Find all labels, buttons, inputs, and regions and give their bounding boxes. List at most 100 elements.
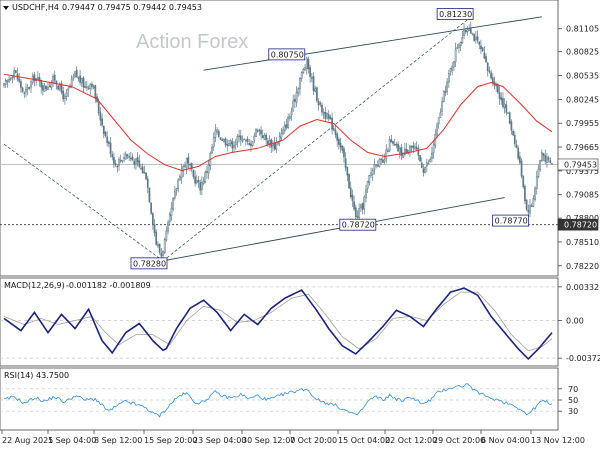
candle-body (236, 136, 239, 143)
candle-body (461, 36, 464, 44)
candle-body (140, 167, 142, 170)
x-tick-label: 15 Oct 04:00 (338, 436, 390, 445)
candle-body (255, 129, 257, 137)
candle-body (67, 88, 70, 92)
candle-body (212, 137, 215, 147)
macd-signal-line (3, 291, 553, 352)
candle-body (344, 158, 347, 169)
x-tick-label: 15 Sep 20:00 (144, 436, 197, 445)
candle-body (360, 204, 362, 208)
candle-body (217, 130, 220, 137)
price-label-box (339, 218, 377, 231)
candle-body (513, 134, 516, 144)
candle-body (419, 155, 421, 162)
candle-body (541, 152, 543, 162)
price-y-tick-label: 0.78800 (566, 214, 599, 223)
candle-body (535, 176, 538, 190)
candle-body (520, 160, 523, 177)
x-tick-label: 13 Nov 12:00 (531, 436, 585, 445)
candle-body (512, 130, 514, 136)
candle-body (380, 158, 383, 161)
macd-y-tick-label: 0.00 (566, 316, 584, 325)
candle-body (216, 129, 218, 133)
candle-body (256, 130, 259, 132)
candle-body (542, 153, 545, 156)
candle-body (106, 136, 109, 143)
candle-body (133, 160, 136, 165)
candle-body (111, 154, 114, 158)
candle-body (309, 67, 311, 77)
candle-body (290, 111, 293, 116)
candle-body (108, 141, 110, 144)
macd-y-tick-label: -0.003723 (566, 354, 600, 363)
candle-body (508, 112, 511, 124)
candle-body (409, 145, 411, 153)
candle-body (177, 179, 180, 189)
candle-body (339, 142, 342, 148)
candle-body (332, 128, 335, 131)
candle-body (307, 58, 310, 70)
candle-body (170, 207, 173, 217)
candle-body (444, 91, 447, 93)
price-y-tick-label: 0.78220 (566, 262, 599, 271)
candle-body (458, 44, 460, 48)
candle-body (146, 178, 149, 188)
price-label-box (436, 8, 474, 20)
candle-body (165, 230, 168, 241)
candle-body (422, 168, 425, 173)
candle-body (246, 138, 249, 143)
candle-body (91, 83, 93, 87)
candle-body (109, 142, 112, 155)
candle-body (58, 84, 61, 90)
candle-body (319, 103, 322, 105)
candle-body (204, 172, 207, 183)
candle-body (11, 76, 14, 79)
candle-body (20, 81, 22, 88)
candle-body (280, 133, 283, 139)
candle-body (395, 143, 398, 146)
price-y-tick-label: 0.80535 (566, 72, 599, 81)
candle-body (258, 129, 261, 131)
channel-trendline (203, 16, 542, 71)
candle-body (324, 111, 327, 119)
candle-body (297, 88, 300, 94)
candle-body (231, 141, 234, 149)
candle-body (173, 191, 176, 199)
candle-body (383, 159, 386, 162)
candle-body (348, 173, 350, 189)
candle-body (287, 116, 289, 129)
candle-body (260, 130, 262, 135)
candle-body (126, 154, 129, 157)
rsi-line (3, 383, 553, 418)
candle-body (42, 85, 44, 91)
candle-body (261, 135, 264, 139)
candle-body (268, 139, 271, 144)
candle-body (195, 180, 198, 184)
price-label-text: 0.81230 (439, 10, 472, 19)
candle-body (546, 156, 548, 164)
candle-body (167, 222, 169, 232)
collapse-triangle-icon[interactable] (3, 6, 9, 10)
candle-body (118, 159, 120, 166)
candle-body (60, 83, 63, 93)
candle-body (442, 90, 445, 102)
rsi-y-tick-label: 50 (568, 396, 578, 405)
candle-body (23, 92, 26, 95)
candle-body (278, 136, 281, 143)
candle-body (192, 170, 195, 177)
candle-body (353, 201, 355, 210)
candle-body (547, 157, 550, 160)
candle-body (130, 157, 132, 160)
candle-body (6, 79, 9, 82)
price-y-tick-label: 0.79085 (566, 191, 599, 200)
candle-body (282, 129, 284, 135)
candle-body (425, 162, 428, 167)
candle-body (233, 145, 235, 148)
candle-body (507, 112, 509, 114)
price-y-tick-label: 0.79375 (566, 167, 599, 176)
candle-body (368, 175, 371, 183)
x-tick-label: 8 Sep 12:00 (94, 436, 142, 445)
candle-body (346, 167, 349, 176)
candle-body (524, 186, 526, 202)
candle-body (182, 165, 185, 172)
